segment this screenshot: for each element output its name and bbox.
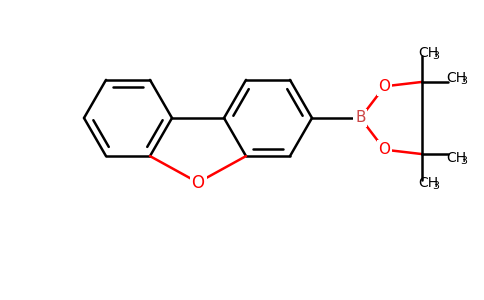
Text: 3: 3 [460, 76, 467, 86]
Text: 3: 3 [432, 51, 439, 61]
Text: CH: CH [418, 46, 438, 60]
Text: CH: CH [446, 151, 466, 165]
Text: 3: 3 [432, 181, 439, 191]
Text: CH: CH [418, 176, 438, 190]
Text: O: O [192, 173, 205, 191]
Text: O: O [378, 79, 391, 94]
Text: B: B [355, 110, 365, 125]
Text: 3: 3 [460, 156, 467, 166]
Text: CH: CH [446, 71, 466, 85]
Text: O: O [378, 142, 391, 157]
